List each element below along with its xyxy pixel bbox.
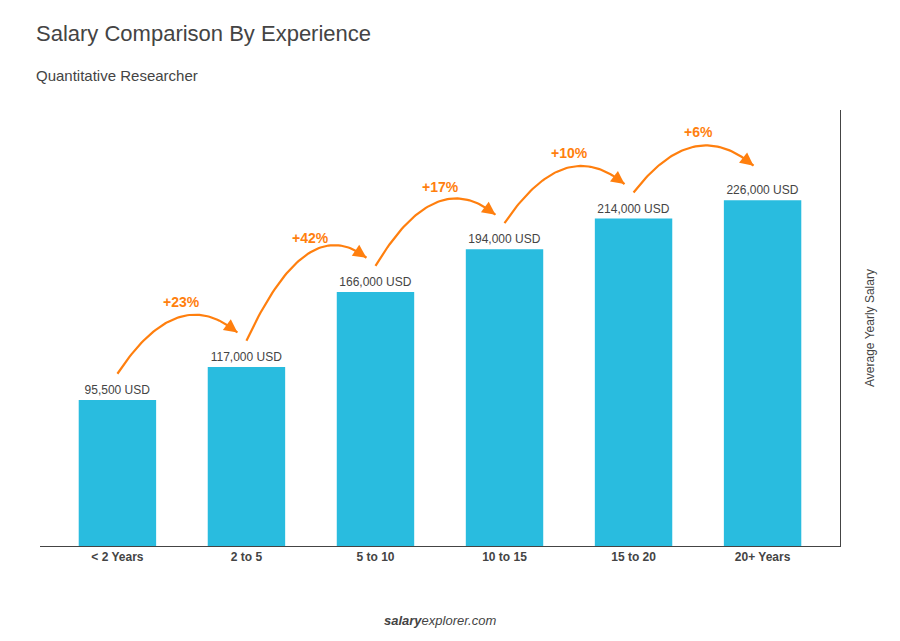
svg-text:226,000 USD: 226,000 USD [726, 183, 798, 197]
svg-text:15 to 20: 15 to 20 [611, 550, 656, 564]
svg-text:+10%: +10% [551, 145, 588, 161]
svg-text:salaryexplorer.com: salaryexplorer.com [384, 613, 496, 628]
svg-text:+42%: +42% [292, 230, 329, 246]
svg-text:Quantitative Researcher: Quantitative Researcher [36, 67, 198, 84]
svg-text:5 to 10: 5 to 10 [356, 550, 394, 564]
svg-text:2 to 5: 2 to 5 [231, 550, 263, 564]
svg-text:10 to 15: 10 to 15 [482, 550, 527, 564]
svg-text:95,500 USD: 95,500 USD [85, 383, 151, 397]
svg-text:+23%: +23% [163, 294, 200, 310]
svg-text:Average Yearly Salary: Average Yearly Salary [863, 269, 877, 387]
svg-text:< 2 Years: < 2 Years [91, 550, 143, 564]
svg-text:+6%: +6% [684, 124, 713, 140]
svg-text:214,000 USD: 214,000 USD [597, 202, 669, 216]
svg-text:166,000 USD: 166,000 USD [339, 275, 411, 289]
svg-text:194,000 USD: 194,000 USD [468, 232, 540, 246]
svg-text:Salary Comparison By Experienc: Salary Comparison By Experience [36, 21, 371, 46]
svg-text:20+ Years: 20+ Years [735, 550, 791, 564]
svg-text:117,000 USD: 117,000 USD [211, 350, 282, 364]
svg-text:+17%: +17% [422, 179, 459, 195]
